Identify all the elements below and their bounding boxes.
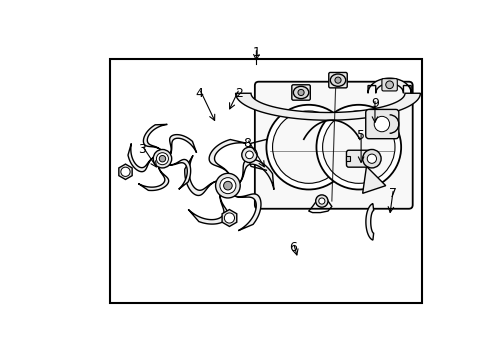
FancyBboxPatch shape xyxy=(328,72,346,88)
Circle shape xyxy=(385,81,393,89)
Polygon shape xyxy=(169,159,190,189)
Circle shape xyxy=(153,149,171,168)
FancyBboxPatch shape xyxy=(345,156,349,161)
FancyBboxPatch shape xyxy=(291,85,310,100)
Circle shape xyxy=(245,151,253,159)
Circle shape xyxy=(366,154,376,163)
Text: 9: 9 xyxy=(370,97,378,110)
Text: 4: 4 xyxy=(195,87,203,100)
Polygon shape xyxy=(209,140,245,174)
Polygon shape xyxy=(234,194,261,231)
Polygon shape xyxy=(184,156,216,195)
Polygon shape xyxy=(119,164,132,180)
Circle shape xyxy=(362,149,380,168)
Text: 3: 3 xyxy=(138,143,145,156)
Polygon shape xyxy=(188,195,228,224)
Circle shape xyxy=(266,105,350,189)
Polygon shape xyxy=(235,93,420,120)
Polygon shape xyxy=(239,159,273,190)
Text: 1: 1 xyxy=(252,46,260,59)
Circle shape xyxy=(315,195,327,207)
Circle shape xyxy=(121,167,130,176)
Text: 8: 8 xyxy=(243,137,251,150)
Circle shape xyxy=(373,116,389,132)
Polygon shape xyxy=(143,125,167,150)
Circle shape xyxy=(334,77,341,83)
Text: 7: 7 xyxy=(388,187,397,200)
Circle shape xyxy=(215,173,240,198)
Text: 5: 5 xyxy=(356,129,365,142)
Circle shape xyxy=(224,213,234,223)
FancyBboxPatch shape xyxy=(365,109,398,139)
Polygon shape xyxy=(169,135,196,154)
Polygon shape xyxy=(222,210,236,226)
Circle shape xyxy=(297,89,304,95)
Text: 6: 6 xyxy=(289,241,297,254)
Circle shape xyxy=(156,153,168,165)
Circle shape xyxy=(223,181,232,190)
Circle shape xyxy=(220,177,235,194)
FancyBboxPatch shape xyxy=(254,82,412,209)
Circle shape xyxy=(316,105,400,189)
Circle shape xyxy=(272,111,344,183)
FancyBboxPatch shape xyxy=(381,78,396,91)
Text: 2: 2 xyxy=(235,87,243,100)
Circle shape xyxy=(318,198,324,204)
Ellipse shape xyxy=(329,74,345,86)
Polygon shape xyxy=(367,78,410,93)
Circle shape xyxy=(159,156,165,162)
FancyBboxPatch shape xyxy=(346,150,372,167)
Polygon shape xyxy=(138,167,168,190)
Circle shape xyxy=(241,147,257,163)
Polygon shape xyxy=(365,204,373,240)
Polygon shape xyxy=(128,144,153,172)
Bar xyxy=(110,59,421,303)
Polygon shape xyxy=(362,166,385,193)
Ellipse shape xyxy=(293,86,308,99)
Circle shape xyxy=(322,111,394,183)
